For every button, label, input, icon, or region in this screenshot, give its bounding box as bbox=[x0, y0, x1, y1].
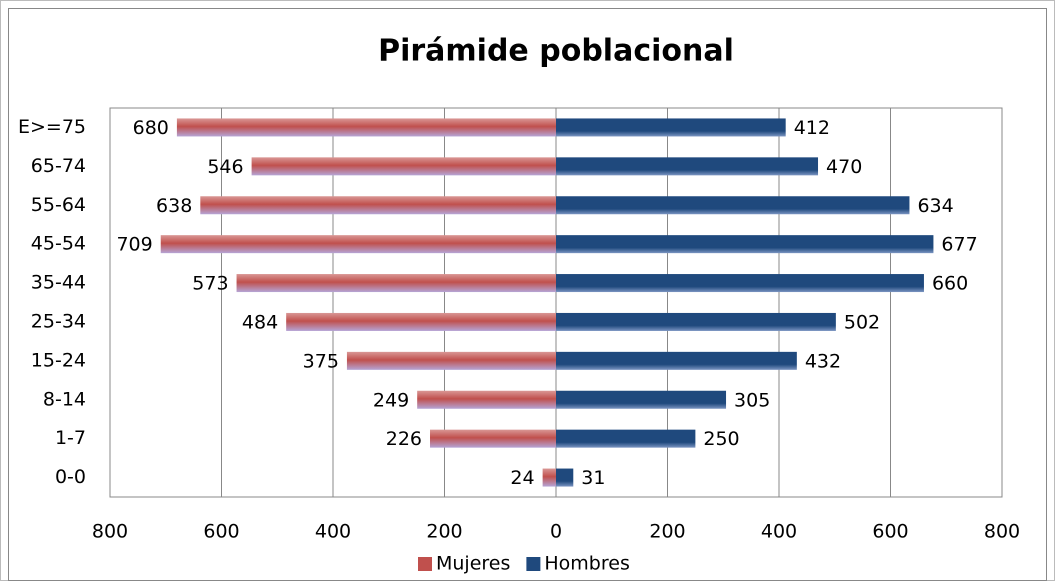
data-label: 634 bbox=[917, 195, 953, 217]
data-label: 412 bbox=[794, 117, 830, 139]
bar bbox=[556, 196, 910, 215]
data-label: 546 bbox=[207, 156, 243, 178]
data-label: 502 bbox=[844, 311, 880, 333]
bar bbox=[556, 312, 836, 331]
legend-swatch bbox=[526, 557, 541, 571]
bar bbox=[556, 157, 819, 176]
x-tick-label: 200 bbox=[426, 521, 462, 543]
data-label: 432 bbox=[805, 350, 841, 372]
x-tick-label: 800 bbox=[92, 521, 128, 543]
bar bbox=[556, 468, 574, 487]
y-tick-label: 65-74 bbox=[31, 155, 86, 177]
chart-title: Pirámide poblacional bbox=[378, 34, 734, 69]
data-label: 680 bbox=[133, 117, 169, 139]
bar bbox=[236, 274, 557, 293]
bar bbox=[556, 118, 786, 137]
data-label: 249 bbox=[373, 389, 409, 411]
bar bbox=[556, 274, 924, 293]
y-tick-label: 55-64 bbox=[31, 194, 86, 216]
data-label: 677 bbox=[941, 234, 977, 256]
data-label: 709 bbox=[116, 234, 152, 256]
legend-label: Hombres bbox=[544, 553, 629, 575]
bar bbox=[417, 390, 556, 409]
y-tick-label: 1-7 bbox=[55, 427, 86, 449]
legend-swatch bbox=[418, 557, 432, 571]
data-label: 484 bbox=[242, 311, 278, 333]
data-label: 375 bbox=[303, 350, 339, 372]
data-label: 470 bbox=[826, 156, 862, 178]
bar bbox=[556, 351, 797, 370]
y-tick-label: 45-54 bbox=[31, 233, 86, 255]
bar bbox=[286, 312, 556, 331]
x-tick-label: 600 bbox=[203, 521, 239, 543]
x-tick-label: 0 bbox=[550, 521, 562, 543]
x-tick-label: 200 bbox=[649, 521, 685, 543]
x-tick-label: 400 bbox=[761, 521, 797, 543]
y-tick-label: E>=75 bbox=[18, 116, 86, 138]
y-tick-label: 0-0 bbox=[55, 466, 86, 488]
bar bbox=[542, 468, 556, 487]
y-tick-label: 25-34 bbox=[31, 310, 86, 332]
data-label: 31 bbox=[581, 467, 605, 489]
y-tick-label: 8-14 bbox=[43, 388, 86, 410]
data-label: 305 bbox=[734, 389, 770, 411]
bar bbox=[346, 351, 556, 370]
bar bbox=[556, 390, 727, 409]
legend-label: Mujeres bbox=[436, 553, 510, 575]
data-label: 638 bbox=[156, 195, 192, 217]
data-label: 226 bbox=[386, 428, 422, 450]
bar bbox=[160, 235, 557, 254]
data-label: 250 bbox=[703, 428, 739, 450]
x-tick-label: 600 bbox=[872, 521, 908, 543]
bar bbox=[176, 118, 556, 137]
x-tick-label: 400 bbox=[315, 521, 351, 543]
bar bbox=[251, 157, 557, 176]
y-tick-label: 15-24 bbox=[31, 349, 86, 371]
data-label: 24 bbox=[510, 467, 534, 489]
data-label: 660 bbox=[932, 273, 968, 295]
bar bbox=[556, 235, 934, 254]
x-tick-label: 800 bbox=[984, 521, 1020, 543]
bar bbox=[200, 196, 556, 215]
y-tick-label: 35-44 bbox=[31, 272, 86, 294]
bar bbox=[556, 429, 696, 448]
bar bbox=[430, 429, 556, 448]
data-label: 573 bbox=[192, 273, 228, 295]
